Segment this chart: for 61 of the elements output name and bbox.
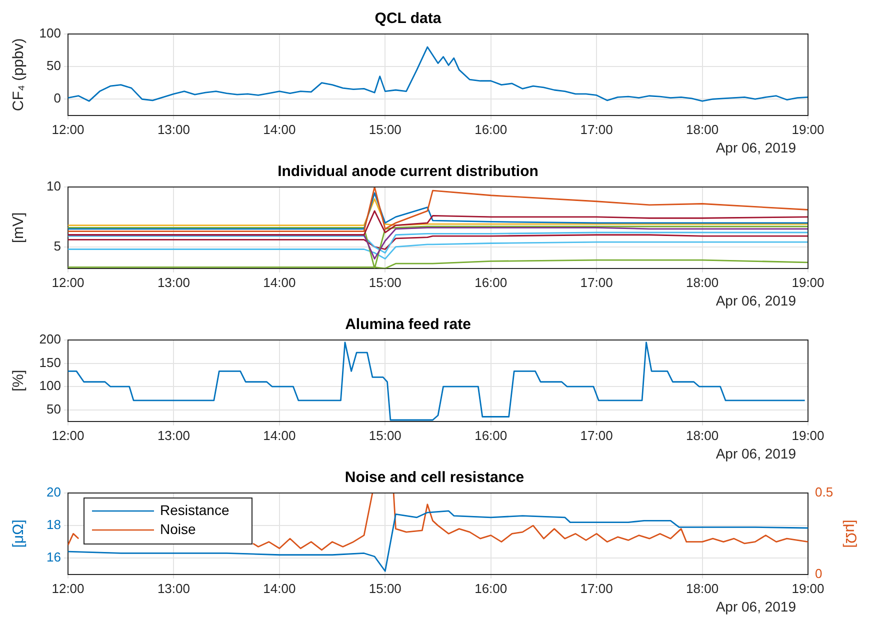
x-tick-label: 16:00 [474, 580, 508, 596]
x-tick-label: 12:00 [52, 122, 84, 137]
x-tick-label: 18:00 [686, 580, 719, 596]
x-tick-label: 13:00 [157, 274, 190, 290]
x-tick-label: 15:00 [368, 274, 402, 290]
y2-tick-label: 0 [815, 566, 822, 581]
x-tick-label: 19:00 [792, 580, 824, 596]
y-tick-label: 100 [39, 378, 61, 394]
x-tick-label: 19:00 [792, 122, 824, 137]
x-tick-label: 14:00 [263, 428, 296, 443]
x-tick-label: 16:00 [474, 274, 508, 290]
y-tick-label: 0 [54, 90, 61, 106]
x-tick-label: 18:00 [686, 122, 719, 137]
y-tick-label: 100 [39, 26, 61, 41]
text: Apr 06, 2019 [716, 292, 796, 308]
x-tick-label: 19:00 [792, 274, 824, 290]
y-tick-label: 150 [39, 354, 61, 370]
x-tick-label: 12:00 [52, 274, 84, 290]
x-tick-label: 13:00 [157, 580, 190, 596]
text: Apr 06, 2019 [716, 445, 796, 462]
y-axis-title: [%] [10, 370, 28, 392]
y-tick-label: 20 [46, 484, 61, 500]
x-tick-label: 12:00 [52, 580, 84, 596]
y-axis-title: [μΩ] [10, 520, 28, 548]
y-tick-label: 50 [46, 58, 61, 74]
x-tick-label: 18:00 [686, 428, 719, 443]
chart-title: QCL data [374, 10, 442, 28]
chart-title: Noise and cell resistance [344, 469, 524, 486]
y-tick-label: 5 [54, 238, 61, 254]
y-tick-label: 200 [39, 332, 61, 347]
chart-title: Alumina feed rate [345, 316, 471, 334]
x-tick-label: 12:00 [52, 428, 84, 443]
y2-axis-title: [μΩ] [842, 520, 859, 548]
x-tick-label: 14:00 [263, 580, 296, 596]
x-tick-label: 13:00 [157, 122, 190, 137]
x-tick-label: 15:00 [368, 122, 402, 137]
y-tick-label: 18 [46, 517, 61, 532]
x-tick-label: 17:00 [580, 580, 613, 596]
x-tick-label: 17:00 [580, 428, 613, 443]
y-tick-label: 10 [46, 178, 61, 194]
x-tick-label: 14:00 [263, 122, 296, 137]
x-tick-label: 17:00 [580, 122, 613, 137]
x-tick-label: 13:00 [157, 428, 190, 443]
x-tick-label: 16:00 [474, 428, 508, 443]
chart-title: Individual anode current distribution [278, 163, 538, 180]
y-tick-label: 50 [46, 401, 61, 416]
legend-label: Resistance [160, 502, 230, 518]
x-tick-label: 16:00 [474, 122, 508, 137]
legend-label: Noise [160, 520, 196, 537]
x-tick-label: 17:00 [580, 274, 613, 290]
x-tick-label: 14:00 [263, 274, 296, 290]
text: Apr 06, 2019 [716, 139, 796, 156]
y-axis-title: [mV] [10, 212, 28, 244]
x-tick-label: 19:00 [792, 428, 824, 443]
y2-tick-label: 0.5 [815, 484, 834, 500]
x-tick-label: 15:00 [368, 580, 402, 596]
x-tick-label: 18:00 [686, 274, 719, 290]
x-tick-label: 15:00 [368, 428, 402, 443]
text: Apr 06, 2019 [716, 598, 796, 614]
y-axis-title: CF₄ (ppbv) [10, 38, 28, 112]
y-tick-label: 16 [46, 550, 61, 565]
